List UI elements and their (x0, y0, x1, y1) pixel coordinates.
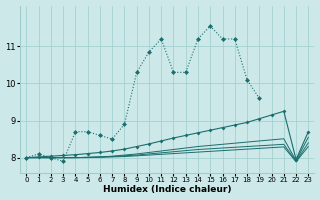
X-axis label: Humidex (Indice chaleur): Humidex (Indice chaleur) (103, 185, 232, 194)
